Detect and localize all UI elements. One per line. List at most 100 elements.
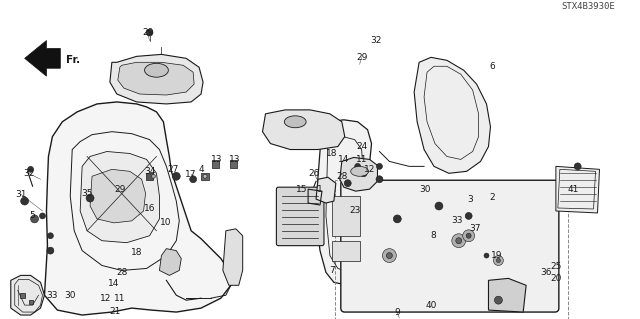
Circle shape xyxy=(172,172,180,180)
Text: 9: 9 xyxy=(394,308,400,316)
Text: Fr.: Fr. xyxy=(67,55,81,65)
Circle shape xyxy=(189,176,196,183)
Text: 13: 13 xyxy=(229,155,241,164)
Text: 14: 14 xyxy=(108,279,120,288)
Circle shape xyxy=(497,258,500,263)
Polygon shape xyxy=(414,57,490,173)
Polygon shape xyxy=(332,241,360,261)
Polygon shape xyxy=(332,196,360,236)
Text: 33: 33 xyxy=(451,216,463,226)
Text: 30: 30 xyxy=(419,185,431,194)
Polygon shape xyxy=(488,278,526,312)
Text: 6: 6 xyxy=(490,62,495,71)
Ellipse shape xyxy=(145,63,168,77)
Text: 12: 12 xyxy=(100,294,111,303)
Ellipse shape xyxy=(284,116,306,128)
Ellipse shape xyxy=(351,167,369,176)
Polygon shape xyxy=(556,167,600,213)
Text: 29: 29 xyxy=(356,53,367,62)
Text: 14: 14 xyxy=(338,155,349,164)
Circle shape xyxy=(47,247,54,254)
FancyBboxPatch shape xyxy=(276,187,324,246)
Circle shape xyxy=(465,212,472,219)
Bar xyxy=(29,300,33,304)
Text: 28: 28 xyxy=(116,268,127,277)
Circle shape xyxy=(466,233,471,238)
Text: STX4B3930E: STX4B3930E xyxy=(561,2,615,11)
Text: 27: 27 xyxy=(168,165,179,174)
Circle shape xyxy=(86,194,94,202)
Circle shape xyxy=(47,233,53,239)
Text: 2: 2 xyxy=(490,193,495,202)
Circle shape xyxy=(574,163,581,170)
Text: 33: 33 xyxy=(47,291,58,300)
Polygon shape xyxy=(118,62,194,95)
Circle shape xyxy=(360,170,367,177)
Circle shape xyxy=(31,215,38,223)
Bar xyxy=(212,160,220,168)
Circle shape xyxy=(344,180,351,187)
Text: 31: 31 xyxy=(15,189,26,199)
Circle shape xyxy=(493,256,503,265)
Polygon shape xyxy=(223,229,243,285)
Text: 20: 20 xyxy=(550,274,561,283)
Bar xyxy=(230,160,237,168)
Circle shape xyxy=(20,197,29,205)
Text: 16: 16 xyxy=(144,204,156,213)
Circle shape xyxy=(456,238,461,244)
Polygon shape xyxy=(25,41,60,76)
Text: 4: 4 xyxy=(198,165,204,174)
Text: 23: 23 xyxy=(349,206,360,215)
Circle shape xyxy=(28,167,33,172)
Circle shape xyxy=(376,176,383,183)
Text: 37: 37 xyxy=(469,224,481,233)
Text: 19: 19 xyxy=(491,251,502,260)
Bar xyxy=(335,180,568,319)
Polygon shape xyxy=(159,249,181,275)
Circle shape xyxy=(203,174,207,178)
Polygon shape xyxy=(110,54,203,104)
Text: 35: 35 xyxy=(81,189,93,198)
Circle shape xyxy=(152,174,156,178)
Circle shape xyxy=(40,213,45,219)
Text: 30: 30 xyxy=(65,291,76,300)
Bar xyxy=(201,173,209,180)
Text: 12: 12 xyxy=(364,165,375,174)
Text: 36: 36 xyxy=(540,268,552,277)
Text: 11: 11 xyxy=(114,294,125,303)
Bar xyxy=(20,293,25,298)
Circle shape xyxy=(383,249,396,263)
Text: 11: 11 xyxy=(356,155,367,164)
Text: 24: 24 xyxy=(356,142,367,151)
Text: 29: 29 xyxy=(114,185,125,194)
Bar xyxy=(146,173,153,180)
Circle shape xyxy=(463,230,475,242)
Text: 32: 32 xyxy=(23,169,35,178)
Polygon shape xyxy=(80,152,159,243)
Circle shape xyxy=(376,163,383,169)
Text: 7: 7 xyxy=(329,266,335,275)
Polygon shape xyxy=(11,275,44,315)
Text: 28: 28 xyxy=(336,172,348,181)
Circle shape xyxy=(435,202,443,210)
Text: 17: 17 xyxy=(186,170,197,179)
Text: 5: 5 xyxy=(29,211,35,220)
Text: 29: 29 xyxy=(142,28,153,37)
Polygon shape xyxy=(316,177,336,203)
Text: 32: 32 xyxy=(370,36,381,45)
Text: 40: 40 xyxy=(426,300,436,310)
Circle shape xyxy=(387,253,392,258)
FancyBboxPatch shape xyxy=(341,180,559,312)
Text: 1: 1 xyxy=(317,185,323,194)
Text: 10: 10 xyxy=(159,219,171,227)
Text: 21: 21 xyxy=(109,307,120,315)
Circle shape xyxy=(452,234,466,248)
Polygon shape xyxy=(316,120,378,285)
Circle shape xyxy=(355,163,360,169)
Text: 25: 25 xyxy=(550,262,561,271)
Circle shape xyxy=(495,296,502,304)
Text: 18: 18 xyxy=(326,149,338,158)
Text: 13: 13 xyxy=(211,155,223,164)
Polygon shape xyxy=(44,102,231,315)
Circle shape xyxy=(146,29,153,36)
